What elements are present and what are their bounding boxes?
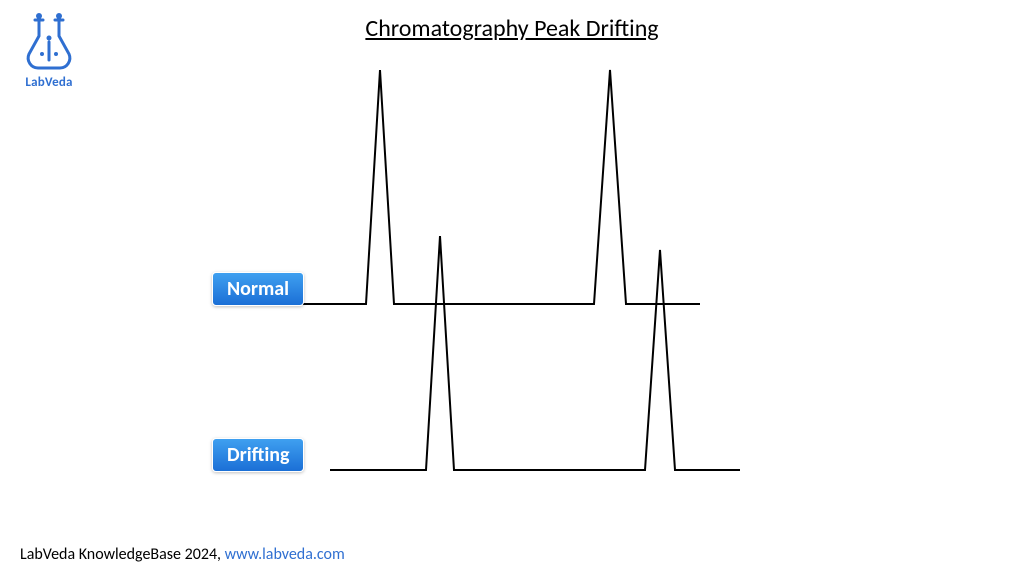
normal-chromatogram (300, 70, 700, 304)
normal-label-badge: Normal (212, 272, 304, 306)
footer-text: LabVeda KnowledgeBase 2024, (20, 545, 225, 564)
chromatogram-diagram: Normal Drifting (0, 60, 1024, 520)
footer-link[interactable]: www.labveda.com (225, 545, 345, 564)
drifting-label-badge: Drifting (212, 438, 304, 472)
footer: LabVeda KnowledgeBase 2024, www.labveda.… (20, 545, 345, 564)
page-title: Chromatography Peak Drifting (0, 14, 1024, 43)
